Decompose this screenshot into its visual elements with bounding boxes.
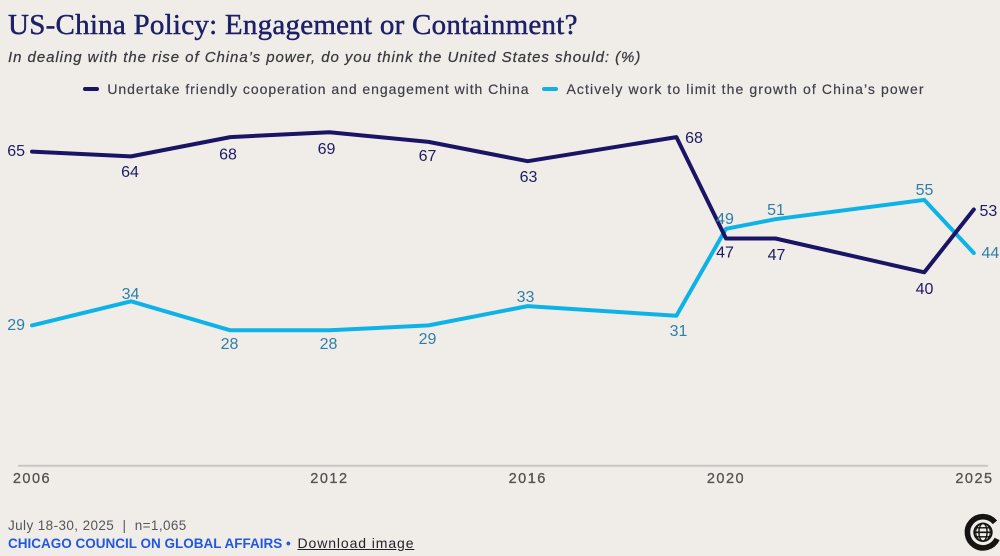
svg-text:55: 55 xyxy=(916,182,934,199)
svg-text:53: 53 xyxy=(980,203,998,220)
svg-text:51: 51 xyxy=(767,202,785,219)
svg-text:64: 64 xyxy=(121,164,139,181)
svg-text:28: 28 xyxy=(320,336,338,353)
svg-text:34: 34 xyxy=(122,286,140,303)
svg-text:68: 68 xyxy=(685,130,703,147)
svg-text:44: 44 xyxy=(982,245,1000,262)
svg-text:68: 68 xyxy=(219,147,237,164)
svg-text:40: 40 xyxy=(916,281,934,298)
svg-text:2012: 2012 xyxy=(310,471,348,487)
svg-text:65: 65 xyxy=(7,143,25,160)
svg-text:67: 67 xyxy=(419,148,437,165)
svg-text:2025: 2025 xyxy=(955,471,993,487)
svg-text:33: 33 xyxy=(517,289,535,306)
svg-text:47: 47 xyxy=(716,245,734,262)
svg-text:47: 47 xyxy=(768,247,786,264)
svg-text:31: 31 xyxy=(670,323,688,340)
svg-text:69: 69 xyxy=(318,141,336,158)
svg-text:28: 28 xyxy=(221,336,239,353)
svg-text:2016: 2016 xyxy=(509,471,547,487)
svg-text:63: 63 xyxy=(520,169,538,186)
svg-text:29: 29 xyxy=(419,331,437,348)
svg-text:2006: 2006 xyxy=(13,471,51,487)
svg-text:49: 49 xyxy=(716,211,734,228)
svg-text:29: 29 xyxy=(7,317,25,334)
svg-text:2020: 2020 xyxy=(707,471,745,487)
